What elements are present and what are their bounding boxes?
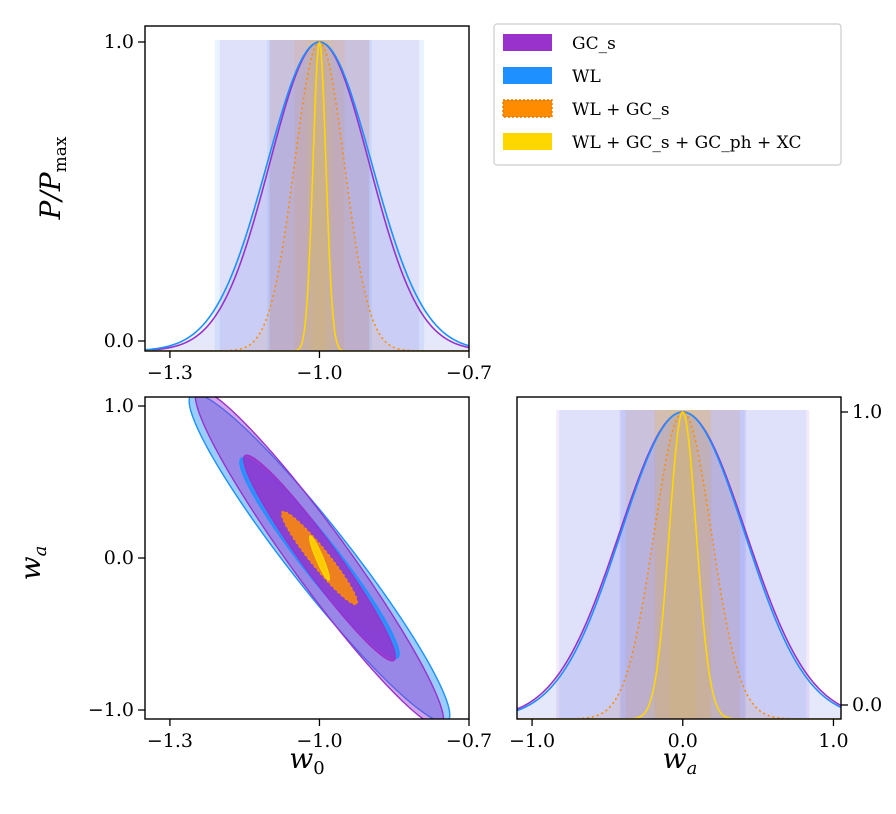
contour-xtick-label: −0.7 [446,730,492,752]
contour-ytick-label: 1.0 [104,395,134,417]
wa-marginal-xlabel-main: w [663,742,687,775]
wa-marginal-band-wl-1sigma [620,410,745,719]
w0-marginal-xtick-label: −0.7 [446,362,492,384]
legend-swatch-wl [503,67,552,84]
legend-label-gc-s: GC_s [572,34,616,54]
contour-ylabel-main: w [14,556,47,580]
wa-marginal-frame [516,396,842,720]
contour-ytick-label: 0.0 [104,547,134,569]
w0-marginal-area-gcs [145,42,469,351]
w0-marginal-curve-wl [145,41,469,351]
wa-marginal-band-wl-gcs-1sigma [654,410,712,719]
legend-label-wl-gc-s-gc-ph-xc: WL + GC_s + GC_ph + XC [572,133,801,153]
w0-marginal-curve-wl-gcs-gcph-xc [145,41,469,351]
wa-marginal-band-gcs-1sigma [619,410,747,719]
contour-xtick-label: −1.3 [147,730,193,752]
contour-1sigma-wl-gcs-gcph-xc [308,535,331,581]
wa-marginal-xtick-label: 1.0 [818,730,848,752]
contour-xlabel-main: w [289,742,313,775]
w0-marginal-band-gcs-1sigma [269,40,370,351]
wa-marginal-ytick-label: 0.0 [852,694,882,716]
w0-marginal-band-wl-gcs-2sigma [269,40,370,351]
legend-label-wl-gc-s: WL + GC_s [572,100,670,120]
legend-label-wl: WL [572,67,601,87]
w0-marginal-ylabel-sub: max [51,136,71,172]
w0-marginal-frame [144,25,470,352]
wa-marginal-ytick-label: 1.0 [852,401,882,423]
w0-marginal-band-wl-gcs-gcph-xc-1sigma [312,40,326,351]
contour-ytick-label: −1.0 [88,699,134,721]
contour-xlabel: w0 [289,742,324,779]
wa-marginal-xtick-label: −1.0 [509,730,555,752]
w0-marginal-band-wl-gcs-gcph-xc-2sigma [306,40,333,351]
wa-marginal-xlabel: wa [663,742,698,779]
w0-marginal-ytick-label: 1.0 [104,31,134,53]
w0-marginal-ylabel-main: P/P [34,171,67,220]
w0-marginal-curve-wl-gcs [145,41,469,351]
w0-marginal-band-wl-1sigma [267,40,372,351]
legend: GC_s WL WL + GC_s WL + GC_s + GC_ph + XC [493,23,842,166]
wa-marginal-area-wl [517,412,841,719]
w0-marginal-xtick-label: −1.3 [147,362,193,384]
w0-marginal-band-wl-2sigma [214,40,425,351]
wa-marginal-curve-wl [517,411,841,712]
w0-marginal-band-wl-gcs-1sigma [294,40,345,351]
wa-marginal-band-wl-2sigma [559,410,807,719]
wa-marginal-curve-wl-gcs-gcph-xc [517,410,841,719]
wa-marginal-area-wl-gcs-gcph-xc [517,412,841,719]
legend-swatch-wl-gc-s [502,99,553,118]
w0-wa-contour-panel: −1.3 −1.0 −0.7−1.00.01.0 w0 wa [14,395,492,779]
w0-marginal-area-wl-gcs [145,42,469,351]
contour-ylabel: wa [14,546,51,581]
w0-marginal-panel: −1.3 −1.0 −0.7 0.0 1.0 P/Pmax [34,25,492,384]
w0-marginal-area-wl [145,42,469,351]
wa-marginal-area-wl-gcs [517,412,841,719]
legend-swatch-gc-s [503,34,552,51]
wa-marginal-xtick-label: 0.0 [668,730,698,752]
w0-marginal-ylabel: P/Pmax [34,136,71,220]
wa-marginal-xlabel-sub: a [687,758,698,779]
wa-marginal-panel: −1.0 0.0 1.00.01.0 wa [509,396,882,779]
contour-xtick-label: −1.0 [296,730,342,752]
wa-marginal-area-gcs [517,412,841,719]
wa-marginal-band-wl-gcs-gcph-xc-2sigma [655,410,710,719]
wa-marginal-band-wl-gcs-gcph-xc-1sigma [669,410,697,719]
w0-marginal-band-gcs-2sigma [219,40,420,351]
legend-frame [493,23,842,166]
w0-marginal-ytick-label: 0.0 [104,330,134,352]
w0-marginal-xtick-label: −1.0 [296,362,342,384]
contour-ylabel-sub: a [30,546,51,557]
legend-swatch-wl-gc-s-gc-ph-xc [503,133,552,150]
wa-marginal-band-gcs-2sigma [556,410,810,719]
contour-xlabel-sub: 0 [313,758,324,779]
